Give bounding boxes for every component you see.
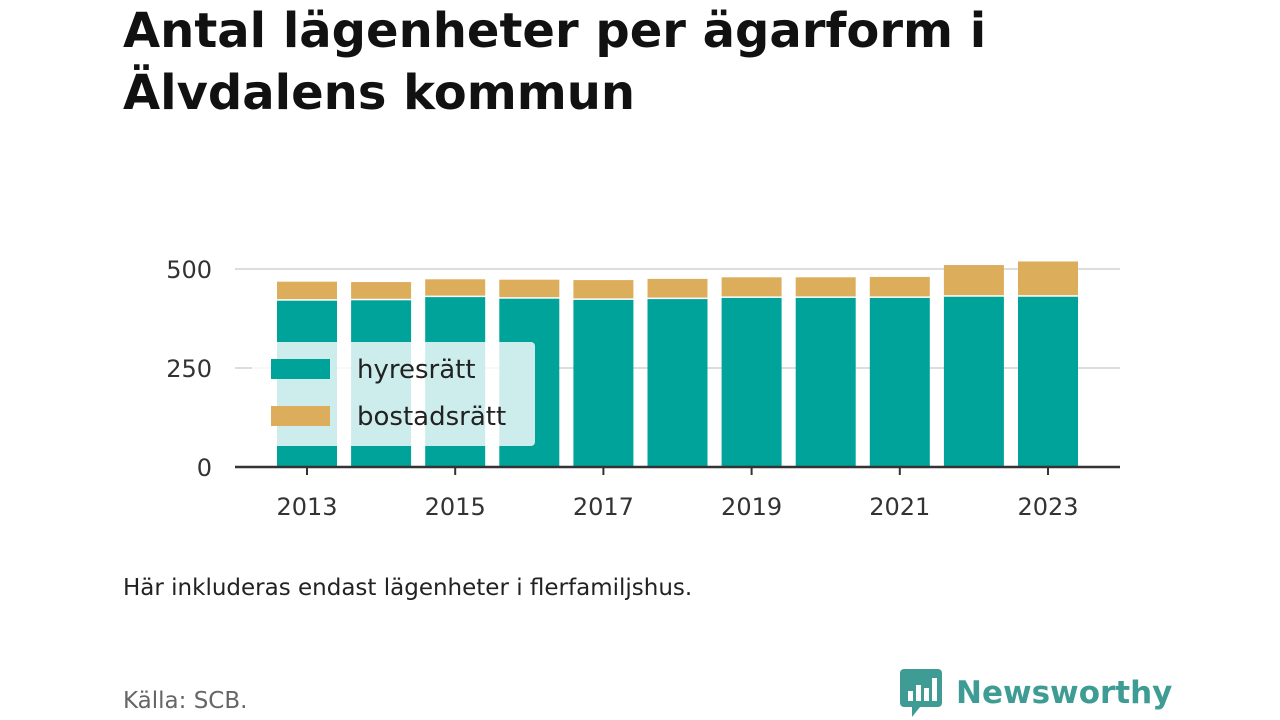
chart-note: Här inkluderas endast lägenheter i flerf… bbox=[123, 575, 693, 601]
bar-bostadsratt bbox=[1018, 261, 1078, 296]
bar-hyresratt bbox=[573, 299, 634, 467]
brand-name: Newsworthy bbox=[956, 675, 1173, 711]
bar-bostadsratt bbox=[277, 281, 337, 300]
bar-hyresratt bbox=[1018, 296, 1078, 467]
bar-hyresratt bbox=[943, 296, 1004, 467]
bar-hyresratt bbox=[795, 297, 856, 467]
x-tick-label: 2015 bbox=[425, 493, 486, 521]
legend-swatch bbox=[271, 406, 330, 426]
newsworthy-logo: Newsworthy bbox=[900, 668, 1172, 718]
y-tick-label: 0 bbox=[197, 454, 212, 482]
x-tick-label: 2013 bbox=[276, 493, 337, 521]
bar-bostadsratt bbox=[573, 280, 634, 299]
x-tick-label: 2023 bbox=[1017, 493, 1078, 521]
bar-bostadsratt bbox=[499, 279, 560, 298]
bar-bostadsratt bbox=[351, 282, 412, 299]
bar-bostadsratt bbox=[943, 265, 1004, 296]
bar-bostadsratt bbox=[647, 278, 708, 298]
chart-title: Antal lägenheter per ägarform i Älvdalen… bbox=[123, 3, 987, 121]
stacked-bar-chart: 0 250 500 2013 2015 2017 2019 2021 2023 hyresrät… bbox=[166, 256, 1120, 521]
bar-hyresratt bbox=[647, 299, 708, 467]
bar-bostadsratt bbox=[721, 277, 782, 297]
bar-bostadsratt bbox=[795, 277, 856, 297]
speech-bubble-bar-chart-icon bbox=[900, 669, 942, 717]
y-tick-label: 500 bbox=[166, 256, 212, 284]
legend-swatch bbox=[271, 359, 330, 379]
y-tick-label: 250 bbox=[166, 355, 212, 383]
source-text: Källa: SCB. bbox=[123, 688, 248, 714]
bar-bostadsratt bbox=[869, 276, 930, 297]
legend-label: bostadsrätt bbox=[357, 402, 506, 432]
x-tick-label: 2017 bbox=[573, 493, 634, 521]
bar-hyresratt bbox=[721, 297, 782, 467]
bar-hyresratt bbox=[869, 297, 930, 467]
legend-label: hyresrätt bbox=[357, 355, 476, 385]
x-tick-label: 2019 bbox=[721, 493, 782, 521]
bar-bostadsratt bbox=[425, 279, 486, 296]
x-tick-label: 2021 bbox=[869, 493, 930, 521]
